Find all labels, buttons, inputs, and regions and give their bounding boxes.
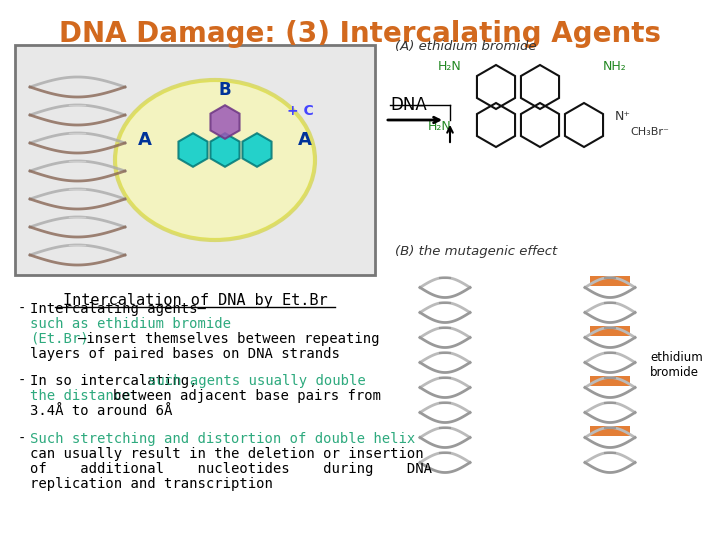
Text: such agents usually double: such agents usually double (148, 374, 366, 388)
Text: B: B (219, 81, 231, 99)
Text: between adjacent base pairs from: between adjacent base pairs from (113, 389, 381, 403)
Text: A: A (138, 131, 152, 149)
Text: -: - (18, 432, 27, 446)
Text: H₂N: H₂N (428, 120, 452, 133)
Text: replication and transcription: replication and transcription (30, 477, 273, 491)
Text: In so intercalating,: In so intercalating, (30, 374, 206, 388)
Text: layers of paired bases on DNA strands: layers of paired bases on DNA strands (30, 347, 340, 361)
Polygon shape (210, 133, 240, 167)
Text: A: A (298, 131, 312, 149)
Text: 3.4Å to around 6Å: 3.4Å to around 6Å (30, 404, 172, 418)
Text: DNA: DNA (390, 96, 427, 114)
Polygon shape (179, 133, 207, 167)
Text: such as ethidium bromide: such as ethidium bromide (30, 317, 231, 331)
Text: N⁺: N⁺ (615, 110, 631, 123)
Text: can usually result in the deletion or insertion: can usually result in the deletion or in… (30, 447, 423, 461)
Text: Such stretching and distortion of double helix: Such stretching and distortion of double… (30, 432, 415, 446)
Text: ethidium
bromide: ethidium bromide (650, 351, 703, 379)
Text: the distance: the distance (30, 389, 130, 403)
Text: (A) ethidium bromide: (A) ethidium bromide (395, 40, 536, 53)
FancyBboxPatch shape (590, 375, 630, 386)
Ellipse shape (115, 80, 315, 240)
FancyBboxPatch shape (590, 275, 630, 286)
FancyBboxPatch shape (590, 326, 630, 335)
FancyBboxPatch shape (15, 45, 375, 275)
Text: -: - (18, 374, 27, 388)
Polygon shape (243, 133, 271, 167)
Polygon shape (210, 105, 240, 139)
Text: H₂N: H₂N (438, 60, 462, 73)
Text: Intercalation of DNA by Et.Br: Intercalation of DNA by Et.Br (63, 293, 328, 308)
Text: of    additional    nucleotides    during    DNA: of additional nucleotides during DNA (30, 462, 432, 476)
FancyBboxPatch shape (590, 426, 630, 435)
Text: (Et.Br): (Et.Br) (30, 332, 89, 346)
Text: (B) the mutagenic effect: (B) the mutagenic effect (395, 245, 557, 258)
Text: —insert themselves between repeating: —insert themselves between repeating (78, 332, 379, 346)
Text: DNA Damage: (3) Intercalating Agents: DNA Damage: (3) Intercalating Agents (59, 20, 661, 48)
Text: + C: + C (287, 104, 313, 118)
Text: NH₂: NH₂ (603, 60, 627, 73)
Text: Intercalating agents—: Intercalating agents— (30, 302, 206, 316)
Text: CH₃Br⁻: CH₃Br⁻ (630, 127, 669, 137)
Text: -: - (18, 302, 27, 316)
